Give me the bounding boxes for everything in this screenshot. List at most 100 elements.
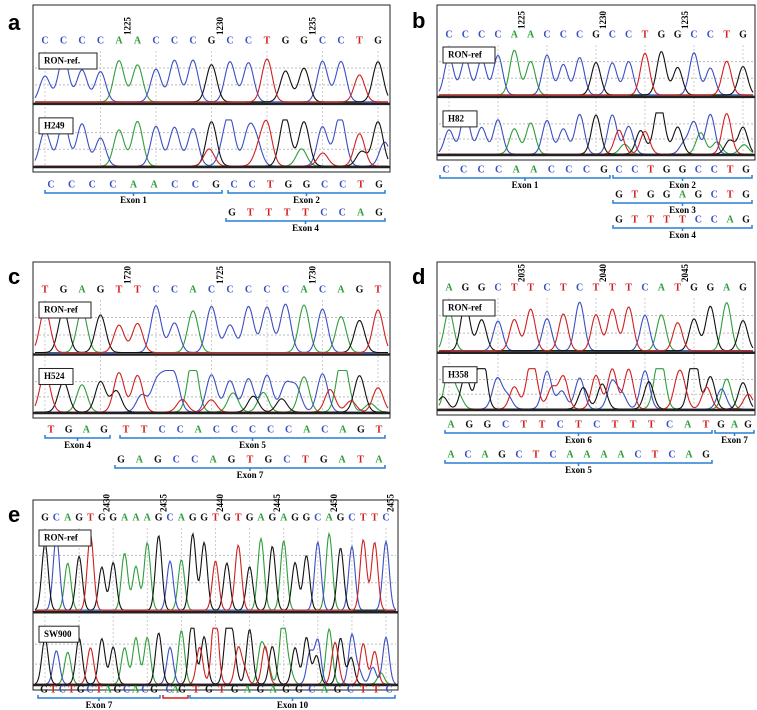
reference-base: C <box>263 284 270 295</box>
segment-base: C <box>631 164 638 175</box>
exon-label: Exon 2 <box>293 195 320 205</box>
sample-label: SW900 <box>44 629 72 639</box>
reference-base: G <box>208 35 216 46</box>
segment-base: G <box>205 684 213 695</box>
reference-base: T <box>642 29 649 40</box>
segment-base: G <box>303 179 311 190</box>
segment-base: G <box>375 207 383 218</box>
reference-base: G <box>155 512 163 523</box>
segment-base: T <box>358 179 365 190</box>
segment-base: T <box>647 214 654 225</box>
reference-base: G <box>97 284 105 295</box>
exon-bracket <box>444 460 713 466</box>
segment-base: A <box>513 164 521 175</box>
segment-base: C <box>47 179 54 190</box>
segment-base: A <box>136 454 144 465</box>
reference-base: A <box>723 282 731 293</box>
segment-base: C <box>283 454 290 465</box>
segment-base: C <box>308 684 315 695</box>
position-number: 1225 <box>122 17 132 36</box>
exon-bracket <box>439 175 611 181</box>
segment-base: G <box>284 179 292 190</box>
sample-label: H249 <box>44 120 65 130</box>
reference-base: C <box>337 35 344 46</box>
reference-base: G <box>41 512 49 523</box>
segment-base: C <box>285 424 292 435</box>
segment-base: T <box>539 419 546 430</box>
reference-base: G <box>200 512 208 523</box>
reference-base: T <box>212 512 219 523</box>
segment-base: C <box>165 684 172 695</box>
segment-base: C <box>711 214 718 225</box>
exon-bracket <box>612 225 753 231</box>
segment-base: C <box>320 207 327 218</box>
reference-base: C <box>478 29 485 40</box>
reference-base: C <box>226 284 233 295</box>
segment-base: T <box>247 207 254 218</box>
sample-label: RON-ref <box>44 305 79 315</box>
segment-base: A <box>151 179 159 190</box>
panel-frame <box>436 261 756 416</box>
segment-base: G <box>717 419 725 430</box>
exon-label: Exon 10 <box>277 700 309 710</box>
segment-base: T <box>284 207 291 218</box>
segment-base: A <box>530 164 538 175</box>
reference-base: A <box>511 29 519 40</box>
segment-base: C <box>460 164 467 175</box>
segment-base: C <box>557 419 564 430</box>
segment-base: G <box>600 164 608 175</box>
reference-base: G <box>706 282 714 293</box>
reference-base: C <box>641 282 648 293</box>
segment-base: A <box>731 419 739 430</box>
panel-letter: d <box>412 264 425 289</box>
segment-base: G <box>663 189 671 200</box>
position-number: 2440 <box>215 494 225 513</box>
sample-label-box <box>442 299 496 317</box>
sample-label: RON-ref. <box>44 56 80 66</box>
position-number: 2430 <box>102 494 112 513</box>
exon-label: Exon 7 <box>237 470 264 480</box>
reference-base: C <box>245 284 252 295</box>
reference-base: C <box>189 35 196 46</box>
reference-base: C <box>97 35 104 46</box>
reference-base: A <box>280 512 288 523</box>
segment-base: G <box>228 454 236 465</box>
segment-base: A <box>583 449 591 460</box>
reference-base: G <box>690 282 698 293</box>
segment-base: C <box>109 179 116 190</box>
reference-base: G <box>300 35 308 46</box>
segment-base: C <box>171 179 178 190</box>
reference-base: C <box>445 29 452 40</box>
reference-base: T <box>375 284 382 295</box>
position-number: 1720 <box>122 266 132 285</box>
reference-base: G <box>268 512 276 523</box>
segment-base: G <box>615 189 623 200</box>
segment-base: T <box>302 207 309 218</box>
segment-base: C <box>141 684 148 695</box>
reference-base: C <box>171 284 178 295</box>
reference-base: A <box>134 35 142 46</box>
segment-base: A <box>685 449 693 460</box>
reference-base: G <box>246 512 254 523</box>
exon-bracket <box>612 175 753 181</box>
segment-base: G <box>498 449 506 460</box>
segment-base: G <box>702 449 710 460</box>
segment-base: A <box>600 449 608 460</box>
segment-base: C <box>477 164 484 175</box>
segment-base: T <box>612 419 619 430</box>
reference-base: A <box>115 35 123 46</box>
segment-base: C <box>86 684 93 695</box>
segment-base: G <box>113 684 121 695</box>
segment-base: G <box>231 684 239 695</box>
segment-base: A <box>339 424 347 435</box>
exon-bracket <box>189 695 396 701</box>
segment-base: T <box>632 189 639 200</box>
exon-label: Exon 7 <box>721 435 748 445</box>
panel-letter: c <box>8 264 20 289</box>
panel-frame <box>436 4 756 161</box>
reference-base: G <box>739 29 747 40</box>
segment-base: C <box>89 179 96 190</box>
segment-base: C <box>385 684 392 695</box>
segment-base: T <box>373 684 380 695</box>
segment-base: T <box>632 214 639 225</box>
